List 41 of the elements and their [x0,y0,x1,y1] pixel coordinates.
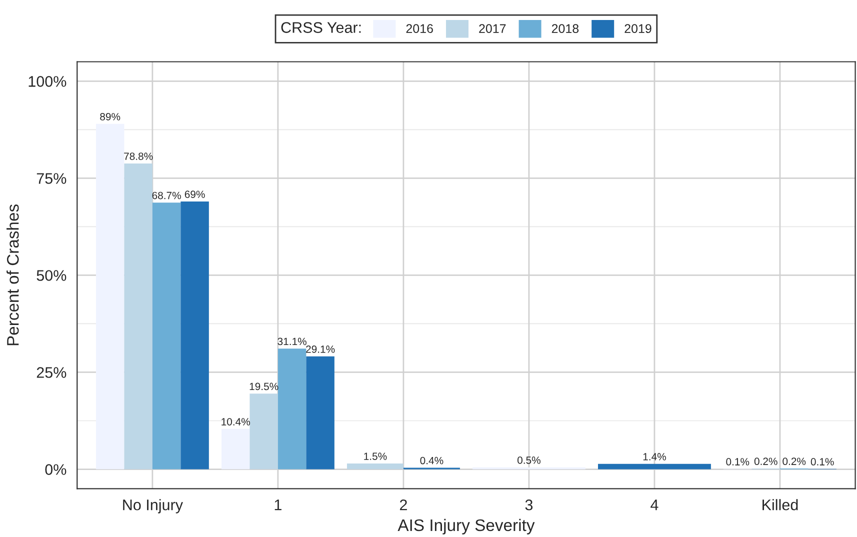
y-tick-label: 0% [45,464,66,475]
x-tick-label: 1 [274,500,282,510]
data-label: 29.1% [306,346,335,353]
x-tick-label: 3 [525,499,533,510]
y-tick-label: 100% [28,76,66,87]
bar [180,201,209,470]
data-label: 31.1% [278,338,306,346]
bar [124,163,152,470]
y-tick-label: 25% [36,367,66,378]
bar [152,202,181,470]
bar [306,356,334,470]
bar [221,428,250,470]
data-label: 0.2% [782,458,806,466]
x-tick-label: Killed [762,499,798,510]
y-axis-title: Percent of Crashes [6,204,19,346]
y-tick-label: 50% [36,270,66,281]
data-label: 0.1% [726,458,750,466]
data-label: 0.2% [754,458,778,466]
bar [96,124,124,470]
y-tick-label: 75% [36,173,66,184]
data-label: 0.1% [810,458,834,466]
legend-label: 2018 [552,24,579,34]
data-label: 68.7% [152,192,181,200]
x-tick-label: No Injury [123,499,183,514]
data-label: 0.5% [518,456,540,464]
data-label: 0.4% [420,456,444,464]
data-label: 10.4% [222,418,250,426]
x-tick-label: 4 [650,500,658,510]
bar [250,394,278,470]
data-label: 1.5% [364,452,387,460]
legend-title: CRSS Year: [281,22,361,33]
x-axis-title: AIS Injury Severity [398,518,535,534]
bar [278,348,306,470]
data-label: 69% [184,190,205,198]
legend-label: 2016 [406,24,433,34]
legend-label: 2017 [479,24,506,34]
data-label: 89% [100,113,120,120]
data-label: 78.8% [124,152,153,160]
legend-label: 2019 [624,24,652,34]
data-label: 1.4% [643,453,666,460]
x-tick-label: 2 [400,499,407,510]
